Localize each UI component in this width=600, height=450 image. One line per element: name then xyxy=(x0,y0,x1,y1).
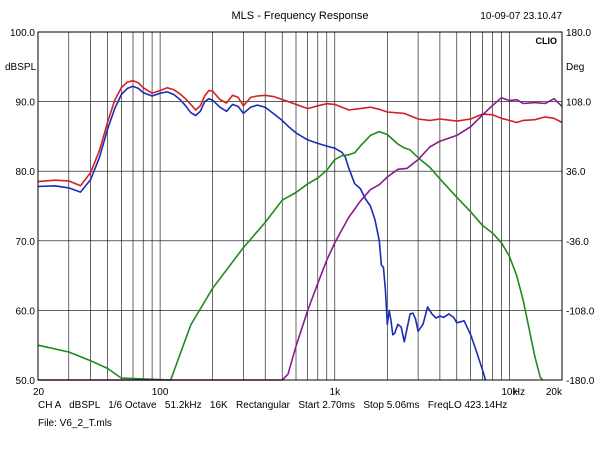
y2-tick-label: 36.0 xyxy=(566,167,586,178)
y2-tick-label: -108.0 xyxy=(566,306,595,317)
clio-logo-box xyxy=(528,34,559,46)
file-name: File: V6_2_T.mls xyxy=(38,418,112,429)
series-line-1 xyxy=(37,79,563,187)
y2-tick-label: -36.0 xyxy=(566,237,589,248)
chart-title: MLS - Frequency Response xyxy=(232,10,369,22)
series-line-3 xyxy=(37,130,544,381)
y2-tick-label: 108.0 xyxy=(566,98,591,109)
x-tick-label: 20k xyxy=(546,387,563,398)
y2-tick-label: 180.0 xyxy=(566,28,591,39)
y-tick-label: 100.0 xyxy=(10,28,35,39)
measurement-settings: CH A dBSPL 1/6 Octave 51.2kHz 16K Rectan… xyxy=(38,400,508,411)
y2-axis-label: Deg xyxy=(566,62,584,73)
series-group xyxy=(37,79,563,381)
timestamp: 10-09-07 23.10.47 xyxy=(480,11,562,22)
y-tick-label: 70.0 xyxy=(16,237,36,248)
x-tick-label: 20 xyxy=(33,387,45,398)
y2-tick-label: -180.0 xyxy=(566,376,595,387)
plot-frame xyxy=(37,31,563,381)
grid xyxy=(38,32,562,380)
y-tick-label: 90.0 xyxy=(16,98,36,109)
x-tick-label: 100 xyxy=(152,387,169,398)
y-tick-label: 60.0 xyxy=(16,306,36,317)
y-tick-label: 50.0 xyxy=(16,376,36,387)
x-tick-label: 1k xyxy=(330,387,342,398)
clio-logo: CLIO xyxy=(536,36,558,46)
x-unit-label: Hz xyxy=(513,387,525,398)
x-tick-label: 10k xyxy=(501,387,518,398)
y-tick-label: 80.0 xyxy=(16,167,36,178)
axis-tick-labels: 50.0 60.0 70.0 80.0 90.0 100.0 -180.0 -108.0 -36… xyxy=(10,28,595,398)
series-line-2 xyxy=(37,85,487,381)
series-line-4 xyxy=(38,96,563,381)
y-axis-label: dBSPL xyxy=(5,62,37,73)
